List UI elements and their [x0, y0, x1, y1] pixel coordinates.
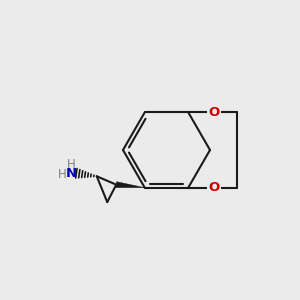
Text: O: O — [208, 181, 219, 194]
Text: H: H — [58, 168, 67, 181]
Polygon shape — [116, 182, 145, 188]
Text: H: H — [67, 158, 75, 171]
Text: O: O — [208, 106, 219, 119]
Text: N: N — [65, 167, 76, 180]
